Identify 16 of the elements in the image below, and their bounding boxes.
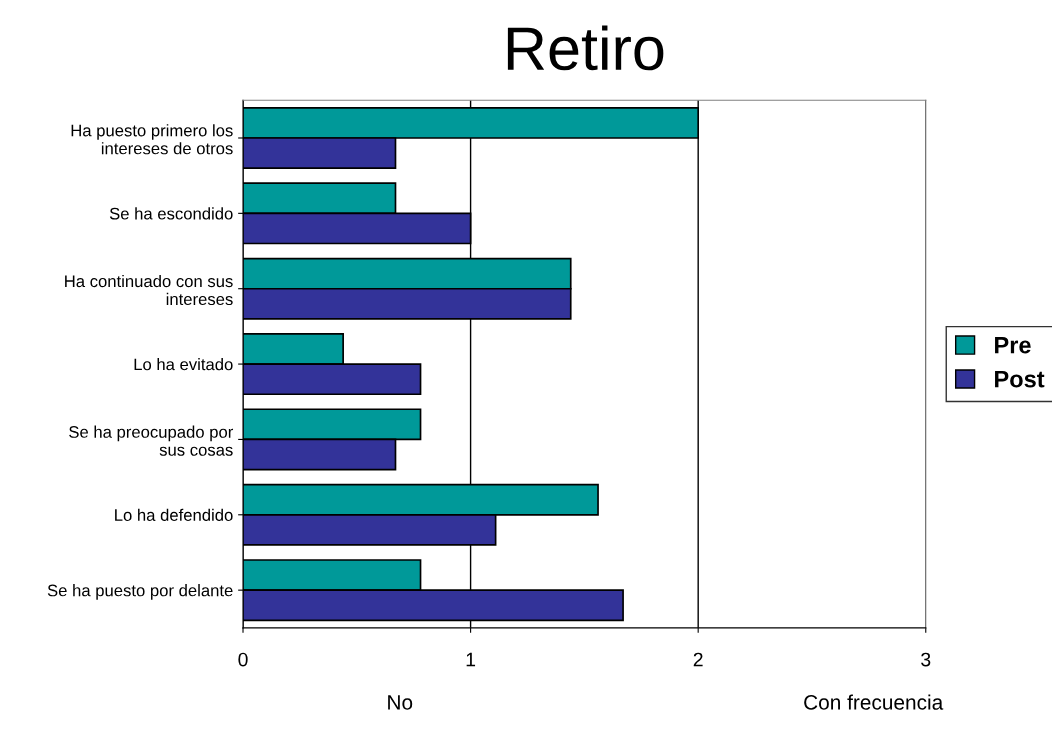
- x-tick-label: 2: [693, 652, 703, 667]
- y-tick-label: Se ha preocupado por sus cosas: [69, 425, 234, 456]
- y-tick-label: Se ha puesto por delante: [47, 584, 233, 600]
- text: Con frecuencia: [804, 694, 944, 710]
- x-tick-label: 1: [466, 652, 476, 667]
- legend-label: Post: [995, 370, 1045, 388]
- legend-label: Pre: [995, 337, 1031, 354]
- y-tick-label: Ha puesto primero los intereses de otros: [71, 124, 233, 155]
- text: No: [388, 695, 413, 710]
- y-tick-label: Lo ha evitado: [134, 358, 233, 371]
- chart-title: Retiro: [507, 25, 664, 71]
- y-tick-label: Lo ha defendido: [115, 508, 233, 521]
- x-tick-label: 0: [238, 652, 248, 667]
- y-tick-label: Se ha escondido: [109, 207, 233, 220]
- x-tick-label: 3: [921, 652, 931, 667]
- y-tick-label: Ha continuado con sus intereses: [65, 274, 233, 306]
